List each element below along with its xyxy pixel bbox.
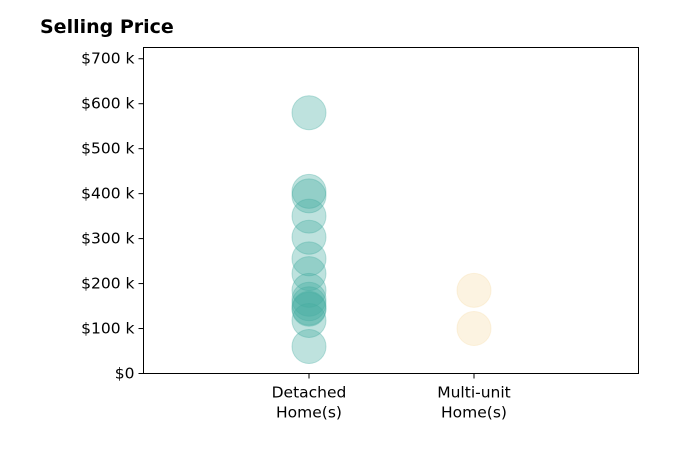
data-point [291, 198, 327, 234]
data-points [291, 95, 492, 365]
y-tick-label: $200 k [81, 275, 134, 293]
data-point [291, 173, 327, 209]
data-point [291, 241, 327, 277]
y-tick-label: $500 k [81, 140, 134, 158]
y-tick-label: $300 k [81, 230, 134, 248]
data-point [291, 178, 327, 214]
data-point [456, 272, 492, 308]
y-tick-label: $400 k [81, 185, 134, 203]
y-axis: $0 $100 k $200 k $300 k $400 k $500 k $600 k $7… [81, 50, 144, 383]
data-point [291, 329, 327, 365]
data-point [291, 286, 327, 322]
data-point [291, 290, 327, 326]
data-point [456, 311, 492, 347]
y-tick-label: $600 k [81, 95, 134, 113]
x-tick-label: Detached Home(s) [272, 384, 347, 422]
data-point [291, 291, 327, 327]
data-point [291, 219, 327, 255]
data-point [291, 256, 327, 292]
y-tick-label: $0 [115, 365, 135, 383]
data-point [291, 272, 327, 308]
data-point [291, 95, 327, 131]
data-point [291, 281, 327, 317]
y-tick-label: $700 k [81, 50, 134, 68]
data-point [291, 302, 327, 338]
plot-frame [143, 47, 639, 374]
x-axis: Detached Home(s) Multi-unit Home(s) [272, 373, 511, 422]
y-tick-label: $100 k [81, 320, 134, 338]
x-tick-label: Multi-unit Home(s) [437, 384, 511, 422]
chart-title: Selling Price [40, 16, 174, 38]
